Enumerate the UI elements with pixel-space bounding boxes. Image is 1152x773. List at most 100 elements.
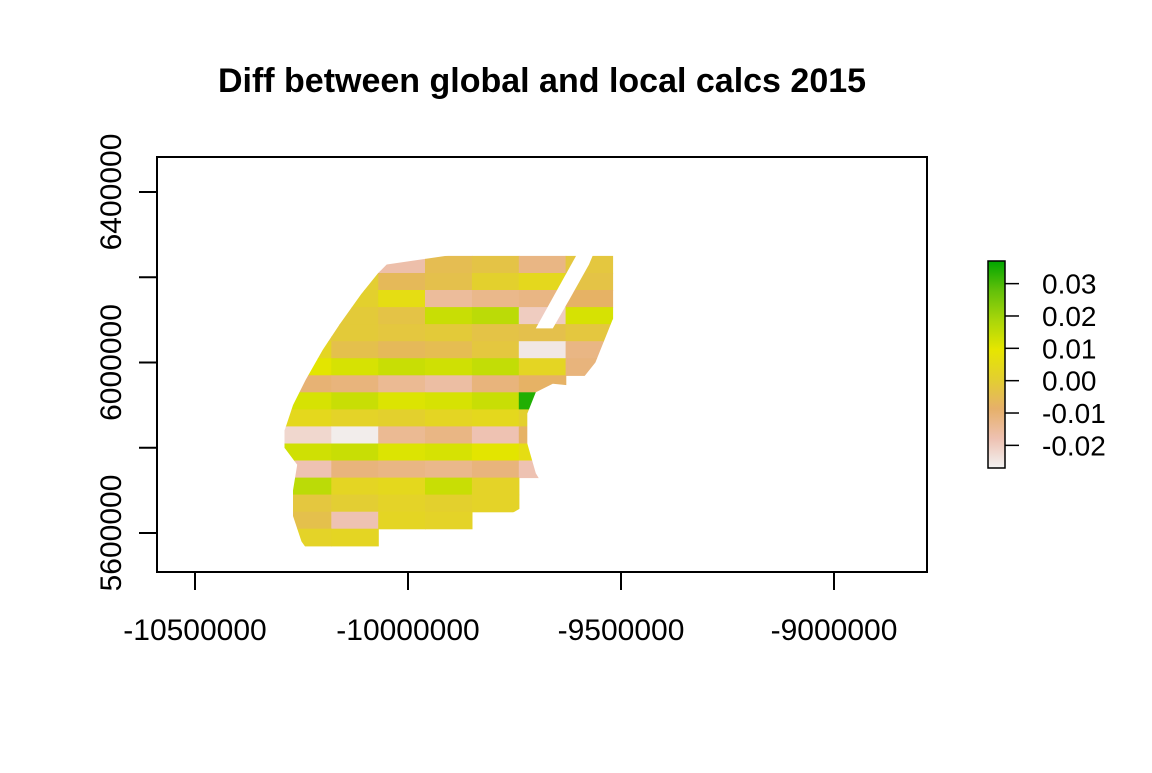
legend-ticks: 0.030.020.010.00-0.01-0.02 [1005,269,1106,461]
raster-cell [331,409,379,428]
y-axis: 5600000 6000000 6400000 [95,134,158,592]
raster-cell [471,409,520,428]
raster-cell [284,460,332,479]
raster-cell [471,341,520,359]
raster-cell [565,324,614,342]
raster-cell [471,255,520,274]
raster-cell [471,426,520,445]
raster-cell [331,307,379,325]
raster-cell [284,392,332,410]
raster-cell [471,477,520,496]
lake-cutout-south [527,383,592,495]
raster-cell [284,477,286,496]
raster-cell [284,307,332,325]
lake-cutout-north [535,238,600,329]
raster-cell [425,375,473,393]
raster-cell [518,358,567,376]
raster-cell [565,290,614,308]
raster-cell [378,443,426,462]
raster-cell [284,375,332,393]
legend-tick-label: -0.01 [1042,398,1106,429]
raster-cell [378,511,426,530]
raster-cell [284,375,286,393]
raster-cell [378,477,426,496]
x-tick-label: -9000000 [771,614,898,647]
color-legend: 0.030.020.010.00-0.01-0.02 [987,260,1106,469]
raster-cell [378,307,426,325]
raster-cell [378,255,426,274]
legend-tick-label: 0.01 [1042,333,1097,364]
raster-cell [331,358,379,376]
legend-tick-label: 0.02 [1042,301,1097,332]
raster-cell [331,324,379,342]
raster-cell [565,358,614,376]
raster-cell [284,460,286,479]
raster-cell [284,426,332,445]
raster-cell [284,494,286,513]
raster-cell [378,460,426,479]
raster-cell [284,443,332,462]
raster-cell [565,341,614,359]
raster-cell [425,290,473,308]
raster-cell [378,426,426,445]
raster-cell [471,494,520,513]
raster-cell [471,460,520,479]
raster-cell [331,477,379,496]
raster-cell [284,511,332,530]
raster-cell [425,273,473,291]
raster-cell [425,255,473,274]
raster-cell [565,307,614,325]
raster-cell [425,307,473,325]
raster-cell [518,255,567,274]
x-tick-label: -10000000 [336,614,479,647]
x-axis: -10500000 -10000000 -9500000 -9000000 [123,571,898,647]
legend-tick-label: 0.03 [1042,269,1097,300]
water-cutouts [527,238,600,495]
raster-cell [425,443,473,462]
raster-cell [331,375,379,393]
raster-cell [331,392,379,410]
raster-cell [378,324,426,342]
legend-color-bar [987,260,1006,469]
raster-cell [331,494,379,513]
raster-cell [331,511,379,530]
raster-cell [425,477,473,496]
raster-cell [331,528,379,547]
raster-cell [378,273,426,291]
raster-cell [378,494,426,513]
raster-cell [425,392,473,410]
raster-cell [378,409,426,428]
legend-tick-label: 0.00 [1042,366,1097,397]
raster-cell [331,426,379,445]
raster-cell [518,273,567,291]
raster-cell [284,409,286,428]
raster-cell [471,290,520,308]
raster-cell [378,358,426,376]
raster-cell [284,358,332,376]
raster-cell [331,443,379,462]
x-tick-label: -9500000 [558,614,685,647]
raster-cell [284,494,332,513]
raster-cell [518,341,567,359]
raster-cell [284,443,286,462]
raster-cell [378,392,426,410]
raster-cell [425,460,473,479]
raster-cell [331,341,379,359]
raster-cell [425,324,473,342]
raster-cell [471,324,520,342]
raster-cell [284,477,332,496]
raster-cell [284,392,286,410]
raster-cell [471,375,520,393]
raster-cell [284,528,332,547]
y-tick-label: 5600000 [95,475,128,592]
raster-cell [471,392,520,410]
raster-cell [425,426,473,445]
raster-cell [471,358,520,376]
raster-cell [284,358,286,376]
raster-cell [284,324,332,342]
raster-cell [378,341,426,359]
raster-cell [284,528,286,547]
raster-cell [378,375,426,393]
raster-cell [471,307,520,325]
